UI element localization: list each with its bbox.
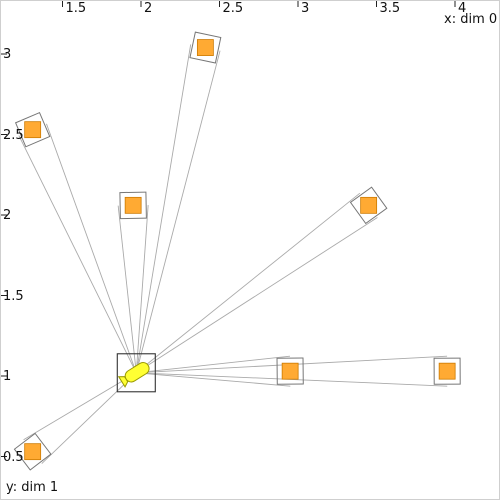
target-0	[189, 31, 222, 64]
robot-box	[116, 353, 156, 393]
beam-line-0-b	[135, 44, 192, 373]
beam-line-1-a	[46, 123, 137, 373]
target-4	[276, 357, 304, 385]
target-6	[13, 432, 52, 471]
ticks-layer	[1, 1, 456, 457]
robot-layer	[116, 353, 156, 393]
beam-line-0-a	[135, 50, 221, 373]
y-tick-label-2: 2	[3, 208, 12, 223]
target-1	[14, 111, 51, 148]
y-axis-label: y: dim 1	[6, 480, 59, 495]
target-marker	[360, 196, 378, 214]
target-marker	[281, 362, 299, 380]
y-tick-label-3: 1.5	[3, 288, 24, 304]
beam-line-3-a	[136, 217, 378, 374]
y-tick-label-1: 2.5	[3, 127, 24, 143]
x-tick-label-1: 2	[144, 1, 153, 16]
target-frame	[349, 186, 388, 225]
target-frame	[276, 357, 304, 385]
targets-layer	[13, 31, 461, 471]
x-tick-label-2: 2.5	[222, 1, 244, 16]
beam-line-3-b	[136, 192, 361, 374]
submarine-icon	[117, 362, 150, 388]
target-marker	[196, 39, 214, 56]
target-frame	[14, 111, 51, 148]
x-tick-label-3: 3	[301, 1, 310, 16]
target-frame	[13, 432, 52, 471]
beam-line-2-b	[117, 205, 137, 373]
target-frame	[433, 357, 461, 385]
target-3	[349, 186, 388, 225]
robot-fin	[117, 376, 129, 388]
beam-line-4-a	[136, 372, 291, 387]
y-tick-label-0: 3	[3, 47, 12, 62]
y-tick-label-4: 1	[3, 369, 12, 384]
beam-line-2-a	[135, 205, 149, 373]
target-marker	[24, 121, 42, 139]
x-tick-label-0: 1.5	[65, 1, 87, 16]
target-5	[433, 357, 461, 385]
target-frame	[119, 191, 147, 220]
beam-line-4-b	[136, 355, 291, 374]
target-2	[119, 191, 147, 220]
beam-line-6-a	[23, 372, 137, 441]
y-tick-label-5: 0.5	[3, 449, 24, 465]
target-frame	[189, 31, 222, 64]
target-marker	[438, 362, 456, 380]
x-tick-label-4: 3.5	[379, 1, 401, 16]
beam-line-1-b	[18, 135, 137, 373]
rays-layer	[18, 44, 448, 464]
target-marker	[24, 443, 42, 461]
x-axis-label: x: dim 0	[444, 12, 498, 27]
x-tick-label-5: 4	[458, 1, 467, 16]
beam-line-6-b	[41, 372, 137, 464]
target-marker	[124, 196, 142, 214]
